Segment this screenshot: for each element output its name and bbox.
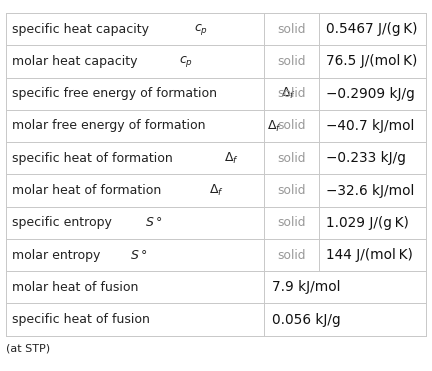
Text: solid: solid: [277, 216, 306, 229]
Text: solid: solid: [277, 87, 306, 100]
Text: 76.5 J/(mol K): 76.5 J/(mol K): [327, 55, 418, 68]
Text: S: S: [131, 249, 139, 262]
Text: specific heat of formation: specific heat of formation: [12, 152, 176, 165]
Text: molar heat of fusion: molar heat of fusion: [12, 281, 138, 294]
Text: (at STP): (at STP): [6, 343, 51, 353]
Text: −32.6 kJ/mol: −32.6 kJ/mol: [327, 184, 415, 197]
Text: $\mathit{c}_{p}$: $\mathit{c}_{p}$: [194, 22, 208, 37]
Text: solid: solid: [277, 152, 306, 165]
Text: specific free energy of formation: specific free energy of formation: [12, 87, 221, 100]
Text: 7.9 kJ/mol: 7.9 kJ/mol: [272, 280, 340, 294]
Text: $\mathit{Δ}_{f}$: $\mathit{Δ}_{f}$: [281, 86, 296, 101]
Text: °: °: [156, 216, 162, 229]
Text: solid: solid: [277, 184, 306, 197]
Text: specific entropy: specific entropy: [12, 216, 115, 229]
Text: $\mathit{Δ}_{f}$: $\mathit{Δ}_{f}$: [210, 183, 224, 198]
Text: 0.5467 J/(g K): 0.5467 J/(g K): [327, 22, 418, 36]
Text: $\mathit{Δ}_{f}$: $\mathit{Δ}_{f}$: [267, 118, 281, 134]
Text: solid: solid: [277, 249, 306, 262]
Text: specific heat capacity: specific heat capacity: [12, 23, 152, 36]
Text: $\mathit{Δ}_{f}$: $\mathit{Δ}_{f}$: [224, 151, 239, 166]
Text: −0.233 kJ/g: −0.233 kJ/g: [327, 151, 407, 165]
Text: solid: solid: [277, 55, 306, 68]
Text: specific heat of fusion: specific heat of fusion: [12, 313, 149, 326]
Text: molar heat of formation: molar heat of formation: [12, 184, 165, 197]
Text: molar free energy of formation: molar free energy of formation: [12, 119, 209, 132]
Text: solid: solid: [277, 23, 306, 36]
Text: $\mathit{c}_{p}$: $\mathit{c}_{p}$: [179, 54, 193, 69]
Text: 144 J/(mol K): 144 J/(mol K): [327, 248, 413, 262]
Text: 0.056 kJ/g: 0.056 kJ/g: [272, 313, 340, 326]
Text: −40.7 kJ/mol: −40.7 kJ/mol: [327, 119, 415, 133]
Text: °: °: [141, 249, 147, 262]
Text: −0.2909 kJ/g: −0.2909 kJ/g: [327, 87, 415, 101]
Text: 1.029 J/(g K): 1.029 J/(g K): [327, 216, 409, 230]
Text: S: S: [146, 216, 153, 229]
Text: solid: solid: [277, 119, 306, 132]
Text: molar heat capacity: molar heat capacity: [12, 55, 141, 68]
Text: molar entropy: molar entropy: [12, 249, 104, 262]
